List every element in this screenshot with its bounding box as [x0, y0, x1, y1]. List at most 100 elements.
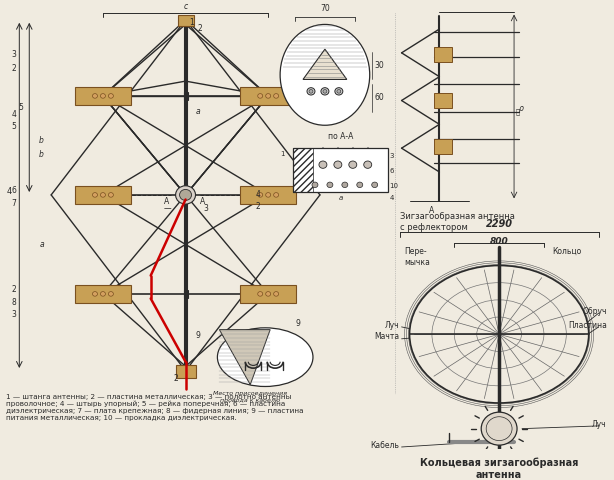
Bar [435, 93, 453, 108]
Circle shape [101, 94, 106, 98]
Text: 10: 10 [390, 183, 398, 189]
Circle shape [319, 161, 327, 168]
Circle shape [93, 192, 98, 197]
Text: 1 — штанга антенны; 2 — пластина металлическая; 3 — полотно антенны
проволочное;: 1 — штанга антенны; 2 — пластина металли… [6, 394, 304, 421]
Polygon shape [219, 330, 270, 384]
Circle shape [323, 89, 327, 93]
Text: 70: 70 [320, 4, 330, 13]
Text: 4: 4 [7, 187, 12, 196]
Text: Кабель: Кабель [371, 441, 400, 450]
Circle shape [274, 192, 279, 197]
Bar [177, 15, 193, 26]
Bar [75, 186, 131, 204]
Text: a: a [338, 195, 343, 201]
Circle shape [371, 182, 378, 188]
Text: a: a [195, 108, 200, 116]
Circle shape [176, 186, 195, 204]
Text: —: — [164, 204, 171, 213]
Circle shape [93, 292, 98, 296]
Circle shape [266, 94, 271, 98]
Text: 9: 9 [195, 331, 200, 339]
Text: 1: 1 [281, 151, 285, 157]
Text: Пластина: Пластина [568, 321, 607, 330]
Bar [435, 139, 453, 154]
Text: 9: 9 [295, 319, 300, 328]
Bar [75, 285, 131, 303]
Text: 2290: 2290 [486, 219, 513, 229]
Text: Зигзагообразная антенна
с рефлектором: Зигзагообразная антенна с рефлектором [400, 212, 515, 232]
Circle shape [307, 88, 315, 95]
Bar [176, 365, 195, 378]
Circle shape [258, 292, 263, 296]
Bar [293, 148, 313, 192]
Text: 6: 6 [390, 168, 394, 174]
Text: b: b [39, 136, 44, 145]
Text: 8: 8 [11, 299, 16, 308]
Bar [75, 87, 131, 105]
Ellipse shape [410, 265, 589, 403]
Circle shape [309, 89, 313, 93]
Text: 4: 4 [11, 109, 16, 119]
Circle shape [349, 161, 357, 168]
Text: b: b [39, 150, 44, 159]
Text: 4: 4 [390, 195, 394, 201]
Text: 4: 4 [255, 191, 260, 199]
Circle shape [357, 182, 363, 188]
Circle shape [109, 192, 114, 197]
Text: 7: 7 [11, 200, 16, 208]
Circle shape [363, 161, 371, 168]
Text: 2: 2 [198, 24, 202, 34]
Text: провода к кабелю: провода к кабелю [220, 398, 281, 403]
Text: 3: 3 [11, 311, 16, 319]
Text: 60: 60 [375, 93, 384, 102]
Circle shape [321, 88, 329, 95]
Text: Кольцевая зигзагообразная
антенна: Кольцевая зигзагообразная антенна [420, 458, 578, 480]
Text: Пере-
мычка: Пере- мычка [405, 247, 430, 266]
Bar [240, 186, 296, 204]
Circle shape [258, 94, 263, 98]
Circle shape [335, 88, 343, 95]
Text: 3: 3 [390, 153, 394, 159]
Text: Луч: Луч [592, 420, 607, 429]
Text: 1: 1 [190, 18, 194, 27]
Circle shape [258, 192, 263, 197]
Text: 3: 3 [11, 50, 16, 59]
Bar [435, 48, 453, 62]
Text: 2: 2 [174, 373, 178, 383]
Circle shape [109, 94, 114, 98]
Circle shape [109, 292, 114, 296]
Text: Луч: Луч [385, 321, 400, 330]
Circle shape [93, 94, 98, 98]
Text: 5: 5 [18, 103, 23, 112]
Text: 2: 2 [11, 64, 16, 73]
Circle shape [274, 292, 279, 296]
Text: 800: 800 [490, 237, 508, 246]
Bar [293, 148, 387, 192]
Circle shape [481, 412, 517, 445]
Circle shape [342, 182, 348, 188]
Text: c: c [184, 2, 188, 11]
Text: 5: 5 [11, 121, 16, 131]
Text: A: A [200, 197, 204, 206]
Text: 2: 2 [11, 285, 16, 294]
Text: Обруч: Обруч [582, 307, 607, 316]
Bar [240, 285, 296, 303]
Circle shape [101, 292, 106, 296]
Text: A: A [164, 197, 169, 206]
Text: a: a [39, 240, 44, 249]
Polygon shape [303, 49, 347, 79]
Text: Мачта: Мачта [375, 333, 400, 341]
Circle shape [337, 89, 341, 93]
Text: Место присоединения: Место присоединения [213, 391, 287, 396]
Text: Кольцо: Кольцо [552, 247, 581, 256]
Ellipse shape [217, 328, 313, 386]
Circle shape [101, 192, 106, 197]
Circle shape [266, 192, 271, 197]
Text: 3: 3 [203, 204, 208, 213]
Circle shape [266, 292, 271, 296]
Text: по А-А: по А-А [328, 132, 353, 141]
Text: 2: 2 [255, 202, 260, 211]
Circle shape [327, 182, 333, 188]
Text: A: A [429, 206, 434, 215]
Ellipse shape [280, 24, 370, 125]
